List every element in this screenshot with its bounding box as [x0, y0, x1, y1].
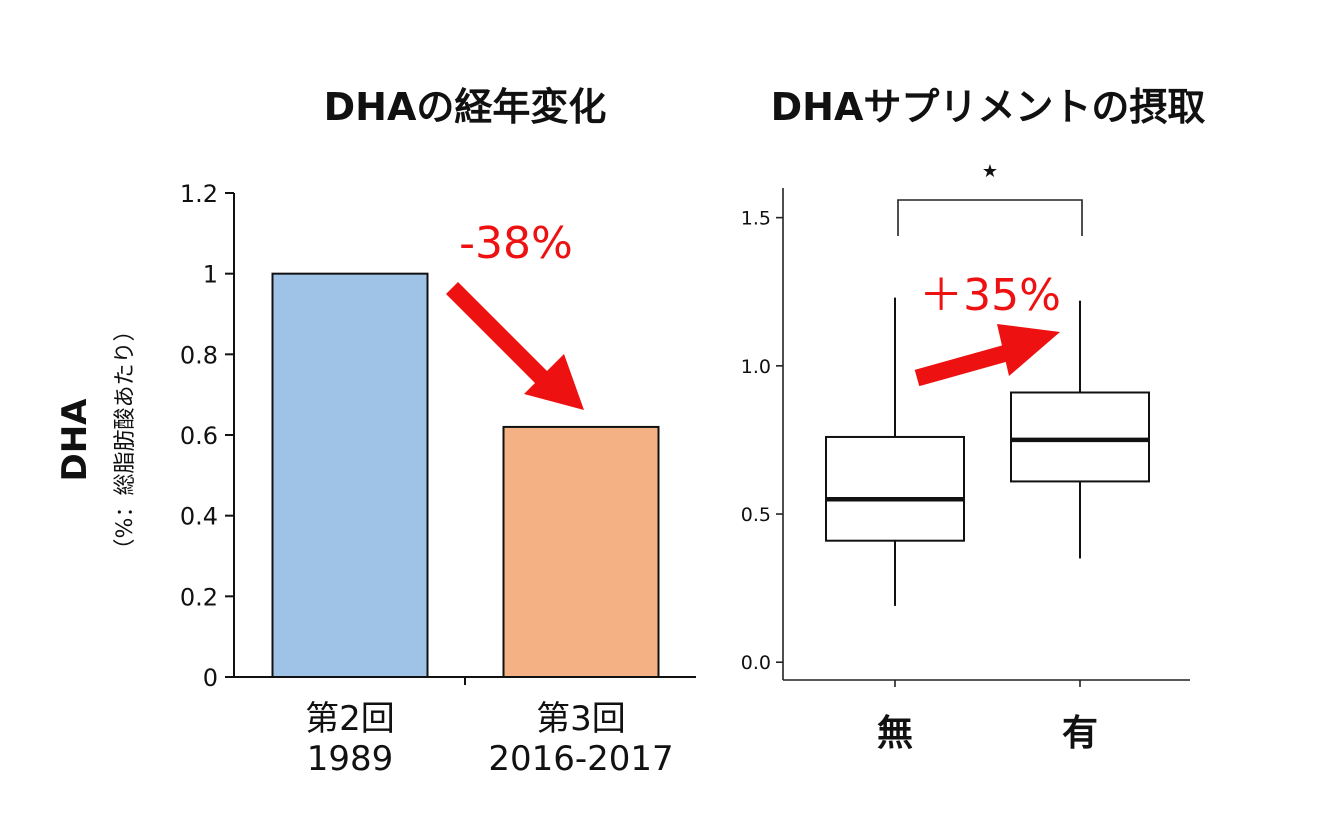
- bar-chart-y-tick-label: 1.2: [180, 180, 218, 208]
- bar-chart-y-label: DHA: [55, 398, 95, 482]
- box-chart-y-ticks: 0.0 0.5 1.0 1.5: [741, 208, 783, 674]
- box-chart-category-label: 有: [1062, 713, 1098, 754]
- bar: [502, 425, 660, 678]
- bar-chart-decrease-arrowhead: [524, 354, 584, 410]
- box-chart-increase-arrowhead: [997, 324, 1060, 376]
- box-chart-change-label: ＋35%: [919, 270, 1061, 321]
- box-chart-y-tick-label: 1.0: [741, 356, 771, 378]
- bar-chart-y-tick-label: 1: [203, 261, 218, 289]
- bar-chart-y-tick-label: 0: [203, 664, 218, 692]
- box-chart-significance-bracket: [897, 199, 1083, 236]
- bar-chart-change-label: -38%: [459, 218, 573, 269]
- box-iqr: [1010, 391, 1150, 483]
- box-chart-title: DHAサプリメントの摂取: [771, 85, 1206, 129]
- bar-chart-y-tick-label: 0.8: [180, 341, 218, 369]
- box-chart-boxes: [825, 297, 1150, 606]
- box-plot-1: [825, 297, 965, 606]
- box-chart-increase-arrow: [914, 343, 1013, 387]
- bar-chart-y-ticks: 0 0.2 0.4 0.6 0.8 1 1.2: [180, 180, 234, 692]
- bar-chart-category-label: 第3回: [536, 699, 626, 739]
- bar-chart-category-label: 1989: [307, 739, 394, 779]
- bar-chart-y-tick-label: 0.4: [180, 503, 218, 531]
- bar-chart-title: DHAの経年変化: [324, 85, 607, 129]
- bar-chart-y-tick-label: 0.6: [180, 422, 218, 450]
- box-chart-significance-star: ★: [982, 161, 998, 182]
- bar-chart-decrease-arrow: [445, 281, 549, 385]
- bar-chart-y-sublabel: （%：総脂肪酸あたり）: [113, 320, 138, 561]
- box-chart-y-tick-label: 1.5: [741, 208, 771, 230]
- box-chart-categories: 無有: [877, 680, 1098, 754]
- bar-chart: DHAの経年変化 DHA （%：総脂肪酸あたり） 0 0.2 0.4 0.6 0.8 1 1…: [55, 85, 696, 779]
- box-chart: DHAサプリメントの摂取 0.00.51.01.5 無有 ★ ＋35%: [741, 85, 1206, 754]
- bar-chart-bars: [271, 272, 660, 678]
- bar-chart-category-label: 第2回: [305, 699, 395, 739]
- box-chart-y-tick-label: 0.0: [741, 652, 771, 674]
- box-chart-y-tick-label: 0.5: [741, 504, 771, 526]
- box-iqr: [825, 435, 965, 542]
- bar: [271, 272, 429, 678]
- bar-chart-y-tick-label: 0.2: [180, 583, 218, 611]
- box-chart-category-label: 無: [877, 713, 913, 754]
- box-plot-2: [1010, 300, 1150, 559]
- bar-chart-category-label: 2016-2017: [488, 739, 673, 779]
